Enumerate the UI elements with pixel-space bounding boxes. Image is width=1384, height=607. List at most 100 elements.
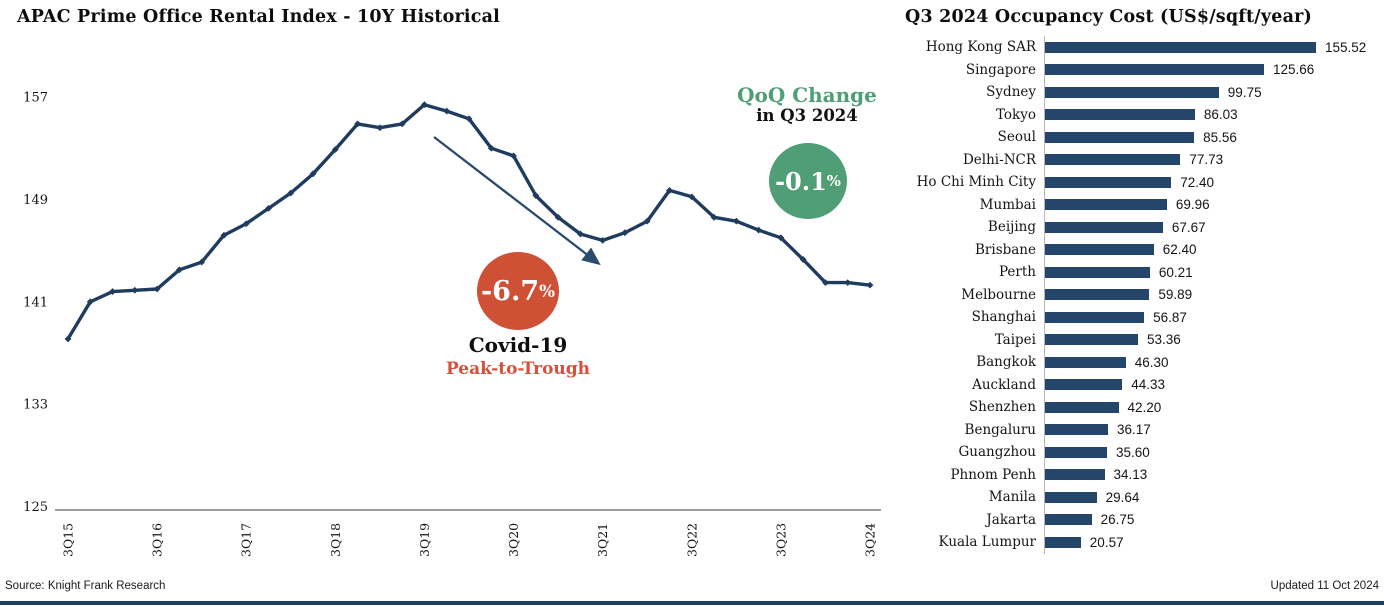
source-note: Source: Knight Frank Research <box>5 580 166 592</box>
bar-track: 86.03 <box>1044 103 1382 126</box>
bar-row: Melbourne 59.89 <box>900 283 1382 306</box>
bar-city-label: Manila <box>988 489 1036 506</box>
data-point-marker <box>131 286 139 294</box>
bar-track: 67.67 <box>1044 216 1382 239</box>
bar-value-label: 155.52 <box>1325 39 1367 55</box>
data-point-marker <box>844 279 852 286</box>
badge-number: -6.7 <box>480 275 540 307</box>
bar-row: Perth 60.21 <box>900 261 1382 284</box>
bar-row: Phnom Penh 34.13 <box>900 463 1382 486</box>
bar-city-label: Sydney <box>986 84 1036 101</box>
bar-city-label: Auckland <box>972 376 1036 393</box>
data-point-marker <box>710 213 718 221</box>
bar-city-label: Melbourne <box>961 286 1036 303</box>
bar-row: Hong Kong SAR 155.52 <box>900 36 1382 59</box>
bar <box>1045 536 1081 548</box>
x-tick-label: 3Q23 <box>773 523 788 557</box>
data-point-marker <box>376 124 384 132</box>
data-point-marker <box>532 192 540 199</box>
bar-track: 36.17 <box>1044 418 1382 441</box>
bar-row: Guangzhou 35.60 <box>900 441 1382 464</box>
data-point-marker <box>287 189 295 197</box>
bar-row: Bengaluru 36.17 <box>900 418 1382 441</box>
data-point-marker <box>866 281 874 289</box>
bar-value-label: 69.96 <box>1175 197 1210 213</box>
bar-track: 72.40 <box>1044 171 1382 194</box>
bar <box>1045 469 1105 481</box>
data-point-marker <box>309 170 317 178</box>
bar-city-label: Brisbane <box>975 241 1036 258</box>
bar <box>1045 424 1108 436</box>
bar-row: Shanghai 56.87 <box>900 306 1382 329</box>
bar <box>1045 199 1167 211</box>
bar <box>1045 401 1119 413</box>
bar-track: 42.20 <box>1044 396 1382 419</box>
bar-value-label: 35.60 <box>1116 444 1150 460</box>
bar-track: 29.64 <box>1044 486 1382 509</box>
rental-index-line-chart: 157 149 141 133 125 3Q15 3Q16 3Q17 3Q18 3Q19 3Q20 3… <box>23 91 881 557</box>
bar-city-label: Singapore <box>965 61 1036 78</box>
bar-row: Bangkok 46.30 <box>900 351 1382 374</box>
data-point-marker <box>64 335 72 343</box>
bar-city-label: Beijing <box>987 219 1036 236</box>
data-point-marker <box>175 266 183 274</box>
bar-value-label: 44.33 <box>1131 377 1165 393</box>
bar-city-label: Phnom Penh <box>950 466 1036 483</box>
bar-track: 44.33 <box>1044 373 1382 396</box>
data-point-marker <box>465 115 473 123</box>
bar-city-label: Hong Kong SAR <box>925 39 1036 56</box>
bar-track: 53.36 <box>1044 328 1382 351</box>
data-point-marker <box>421 101 428 109</box>
bar-city-label: Jakarta <box>986 511 1036 528</box>
data-point-marker <box>621 229 629 237</box>
bar-track: 125.66 <box>1044 58 1382 81</box>
decline-arrow <box>433 136 601 266</box>
bar-track: 56.87 <box>1044 306 1382 329</box>
x-tick-label: 3Q15 <box>61 523 76 557</box>
y-tick-label: 141 <box>23 295 48 310</box>
bar-value-label: 29.64 <box>1105 489 1140 505</box>
data-point-marker <box>510 152 517 160</box>
data-point-marker <box>688 193 696 201</box>
badge-number: -0.1 <box>775 166 827 196</box>
bar-value-label: 20.57 <box>1089 534 1124 550</box>
bar-value-label: 62.40 <box>1162 242 1197 258</box>
x-tick-label: 3Q17 <box>239 523 254 557</box>
bar-city-label: Perth <box>998 264 1036 281</box>
bar-track: 35.60 <box>1044 441 1382 464</box>
bar-track: 20.57 <box>1044 531 1382 554</box>
occupancy-cost-bars: Hong Kong SAR 155.52 Singapore 125.66 Sydney… <box>900 36 1382 554</box>
bar-track: 85.56 <box>1044 126 1382 149</box>
data-point-marker <box>732 217 740 225</box>
bar-value-label: 60.21 <box>1158 264 1193 280</box>
data-point-marker <box>599 236 607 244</box>
bar <box>1045 334 1138 346</box>
x-tick-label: 3Q24 <box>863 523 878 557</box>
data-point-marker <box>109 288 116 295</box>
bar-city-label: Shenzhen <box>968 399 1036 416</box>
data-point-marker <box>443 107 451 115</box>
bar-city-label: Delhi-NCR <box>962 151 1036 168</box>
badge-percent-sign: % <box>539 281 556 301</box>
data-point-marker <box>265 204 272 212</box>
bar-track: 59.89 <box>1044 283 1382 306</box>
bar-track: 62.40 <box>1044 238 1382 261</box>
x-tick-label: 3Q22 <box>684 523 699 557</box>
data-point-marker <box>576 230 584 238</box>
data-point-marker <box>198 258 206 266</box>
bar-row: Beijing 67.67 <box>900 216 1382 239</box>
bar <box>1045 221 1163 233</box>
bar <box>1045 131 1195 143</box>
data-point-marker <box>331 146 339 153</box>
bar-row: Sydney 99.75 <box>900 81 1382 104</box>
qoq-value-badge: -0.1% <box>769 143 847 219</box>
bar-row: Manila 29.64 <box>900 486 1382 509</box>
bar-track: 69.96 <box>1044 193 1382 216</box>
bar-row: Seoul 85.56 <box>900 126 1382 149</box>
bar-track: 155.52 <box>1044 36 1382 59</box>
bar-track: 77.73 <box>1044 148 1382 171</box>
bar <box>1045 356 1126 368</box>
bar-value-label: 56.87 <box>1153 309 1187 325</box>
bar <box>1045 379 1123 391</box>
